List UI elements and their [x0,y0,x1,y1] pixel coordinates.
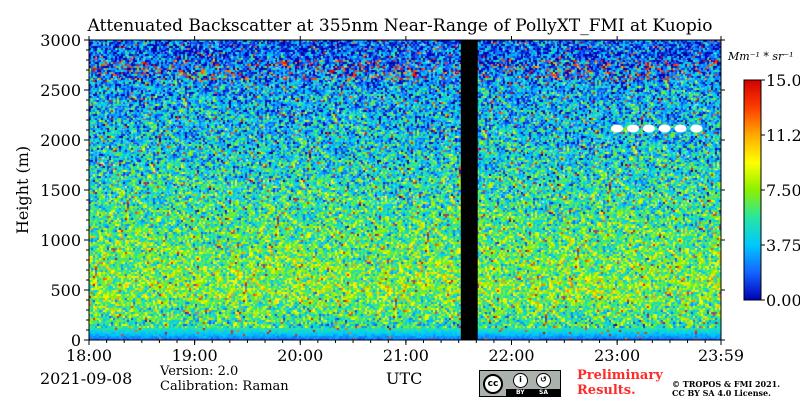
x-tick-label: 23:00 [594,346,640,365]
cc-license-badge[interactable]: cc i ↺ BY SA [479,370,561,397]
cloud-patch [611,124,624,133]
colorbar-tick-label: 3.75 [766,236,800,255]
cloud-patch [658,124,671,133]
by-label: BY [516,389,525,396]
version-label: Version: 2.0 [160,364,239,379]
plot-area [89,40,721,340]
x-axis-label: UTC [386,369,423,388]
attribution-icon: i [513,373,528,388]
calibration-label: Calibration: Raman [160,379,289,394]
y-tick-label: 0 [71,331,81,350]
copyright-line-2: CC BY SA 4.0 License. [672,388,771,398]
no-data-gap [460,40,478,340]
preliminary-notice: Preliminary Results. [577,368,663,398]
colorbar-tick-label: 0.00 [766,291,800,310]
colorbar-unit: Mm⁻¹ * sr⁻¹ [727,50,794,63]
cloud-patch [626,124,639,133]
heatmap-image [89,40,721,340]
y-tick-label: 2500 [40,81,81,100]
preliminary-line-1: Preliminary [577,368,663,383]
axes: 18:00 19:00 20:00 21:00 22:00 23:00 23:59 0 500 1… [13,31,744,365]
y-tick-label: 500 [50,281,81,300]
colorbar-tick-label: 15.00 [766,71,800,90]
cloud-patch [642,124,655,133]
copyright-notice: © TROPOS & FMI 2021. CC BY SA 4.0 Licens… [672,380,780,398]
chart-title: Attenuated Backscatter at 355nm Near-Ran… [87,16,713,36]
y-axis-label: Height (m) [13,146,32,234]
preliminary-line-2: Results. [577,383,636,398]
cloud-patch [674,124,687,133]
x-tick-label: 18:00 [66,346,112,365]
x-tick-label: 20:00 [277,346,323,365]
colorbar-tick-label: 11.25 [766,126,800,145]
share-alike-icon: ↺ [536,373,551,388]
y-tick-label: 2000 [40,131,81,150]
x-tick-label: 23:59 [698,346,744,365]
x-tick-label: 21:00 [383,346,429,365]
y-tick-label: 1000 [40,231,81,250]
x-tick-label: 22:00 [488,346,534,365]
cloud-patch [690,124,703,133]
y-tick-label: 3000 [40,31,81,50]
colorbar-bar [743,79,762,301]
license-strip: BY SA [506,389,560,396]
y-tick-label: 1500 [40,181,81,200]
colorbar: 0.00 3.75 7.50 11.25 15.00 Mm⁻¹ * sr⁻¹ [727,50,800,310]
copyright-line-1: © TROPOS & FMI 2021. [672,379,781,389]
date-label: 2021-09-08 [40,369,133,388]
cc-icon: cc [483,374,503,394]
sa-label: SA [539,389,548,396]
colorbar-tick-label: 7.50 [766,181,800,200]
x-tick-label: 19:00 [172,346,218,365]
